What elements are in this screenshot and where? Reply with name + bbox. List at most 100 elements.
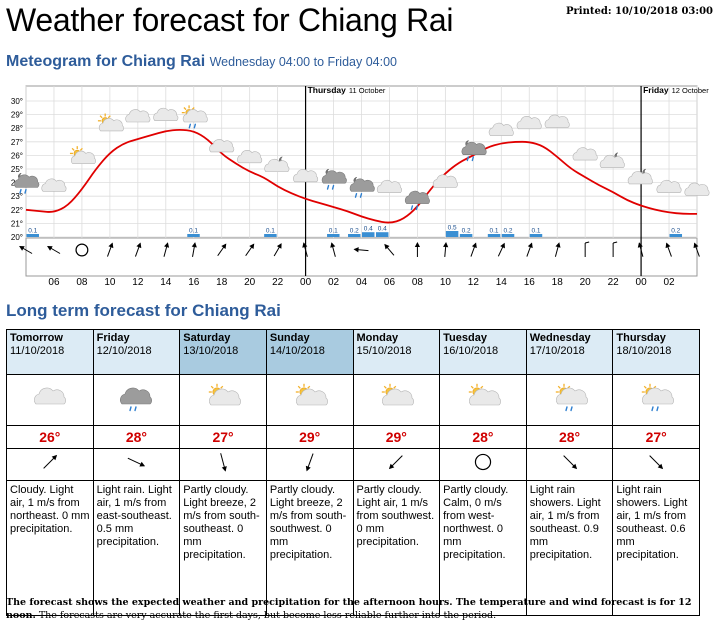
day-wind-icon [562, 455, 577, 470]
wind-arrow-icon [302, 242, 308, 257]
day-date: 12 October [672, 86, 710, 95]
day-name: Thursday [616, 332, 666, 344]
day-description: Partly cloudy. Light breeze, 2 m/s from … [265, 480, 354, 616]
rain-drops-icon [651, 405, 659, 411]
weather-symbol-cloud-icon [432, 174, 458, 188]
day-name: Wednesday [529, 332, 591, 344]
day-header: Sunday 14/10/2018 [265, 329, 354, 375]
wind-arrow-icon [414, 242, 421, 257]
day-wind-icon [649, 455, 664, 470]
wind-arrow-icon [470, 242, 477, 257]
day-temperature: 28° [439, 425, 527, 449]
rain-drops-icon [188, 123, 197, 129]
precip-bar [375, 232, 389, 237]
day-weather-cell [92, 374, 181, 426]
x-tick-label: 08 [412, 277, 424, 288]
y-tick-label: 27° [11, 138, 23, 147]
wind-arrow-icon [693, 242, 700, 257]
long-term-heading: Long term forecast for Chiang Rai [6, 301, 281, 320]
wind-arrow-icon [526, 242, 533, 257]
y-tick-label: 28° [11, 124, 23, 133]
y-tick-label: 21° [11, 219, 23, 228]
page-title: Weather forecast for Chiang Rai [6, 2, 454, 38]
x-tick-label: 20 [580, 277, 592, 288]
precip-label: 0.4 [364, 226, 373, 233]
weather-symbol-partly-cloudy-rain-icon [181, 105, 208, 129]
wind-arrow-icon [562, 455, 577, 470]
day-wind-icon [389, 455, 404, 470]
y-tick-label: 22° [11, 206, 23, 215]
weather-symbol-cloud-icon [293, 169, 319, 183]
x-tick-label: 18 [552, 277, 564, 288]
precip-bar [459, 234, 473, 237]
x-tick-label: 22 [608, 277, 620, 288]
y-tick-label: 29° [11, 111, 23, 120]
meteogram-period: Wednesday 04:00 to Friday 04:00 [209, 55, 397, 69]
day-wind-icon [128, 457, 146, 467]
x-tick-label: 12 [468, 277, 480, 288]
weather-symbol-partly-cloudy-icon [69, 146, 96, 164]
wind-barb-icon [612, 241, 618, 257]
day-wind-cell [439, 448, 527, 481]
precip-label: 0.1 [329, 228, 338, 235]
day-name: Friday [643, 85, 669, 95]
wind-arrow-icon [443, 242, 449, 258]
wind-arrow-icon [649, 455, 664, 470]
day-description: Cloudy. Light air, 1 m/s from northeast.… [6, 480, 94, 616]
day-header: Wednesday 17/10/2018 [525, 329, 614, 375]
x-tick-label: 18 [216, 277, 228, 288]
rain-drops-icon [564, 405, 573, 411]
meteogram-title: Meteogram for Chiang Rai [6, 53, 206, 70]
day-header: Tomorrow 11/10/2018 [6, 329, 94, 375]
weather-symbol-cloud-icon [684, 182, 710, 196]
day-weather-cell [525, 374, 614, 426]
day-header: Saturday 13/10/2018 [179, 329, 267, 375]
footer-normal-text: The forecasts are very accurate the firs… [35, 610, 497, 621]
footer-note: The forecast shows the expected weather … [6, 596, 714, 622]
day-wind-icon [43, 454, 57, 469]
x-tick-label: 08 [76, 277, 88, 288]
wind-arrow-icon [47, 245, 61, 254]
x-tick-label: 10 [440, 277, 452, 288]
day-weather-cell [439, 374, 527, 426]
day-weather-cell [265, 374, 354, 426]
weather-symbol-cloud-icon [656, 179, 682, 194]
day-name: Saturday [183, 332, 231, 344]
x-tick-label: 20 [244, 277, 256, 288]
y-tick-label: 23° [11, 192, 23, 201]
weather-symbol-partly-cloudy-icon [97, 113, 124, 132]
day-name: Tomorrow [10, 332, 63, 344]
wind-arrow-icon [637, 242, 644, 257]
x-tick-label: 04 [356, 277, 368, 288]
rain-drops-icon [354, 192, 363, 198]
footer-bold-text: The forecast shows the expected weather … [6, 597, 692, 621]
day-weather-cell [612, 374, 700, 426]
y-tick-label: 25° [11, 165, 23, 174]
x-tick-label: 12 [132, 277, 144, 288]
day-name: Thursday [308, 85, 347, 95]
day-date: 12/10/2018 [96, 345, 152, 357]
day-wind-cell [525, 448, 614, 481]
long-term-forecast-table: Tomorrow 11/10/2018 Friday 12/10/2018 Saturd… [6, 329, 700, 616]
day-temperature: 28° [525, 425, 614, 449]
day-weather-partly-cloudy-icon [382, 383, 415, 405]
weather-symbol-cloud-icon [516, 116, 542, 130]
precip-bar [487, 234, 501, 237]
day-header: Friday 12/10/2018 [92, 329, 181, 375]
weather-symbol-cloud-icon [488, 122, 514, 136]
weather-symbol-night-cloud-icon [627, 168, 653, 185]
rain-drops-icon [19, 188, 27, 194]
day-weather-partly-cloudy-icon [208, 383, 241, 405]
day-label: Thursday 11 October [308, 85, 386, 95]
precip-label: 0.2 [462, 228, 471, 235]
y-tick-label: 20° [11, 233, 23, 242]
weather-symbol-cloud-icon [572, 147, 598, 161]
wind-arrow-icon [389, 455, 404, 470]
calm-wind-icon [474, 453, 492, 471]
day-weather-partly-cloudy-icon [468, 383, 501, 405]
precip-bar [501, 234, 515, 237]
day-wind-cell [612, 448, 700, 481]
weather-symbol-night-cloud-icon [264, 156, 290, 173]
wind-arrow-icon [19, 246, 33, 254]
x-tick-label: 00 [300, 277, 312, 288]
